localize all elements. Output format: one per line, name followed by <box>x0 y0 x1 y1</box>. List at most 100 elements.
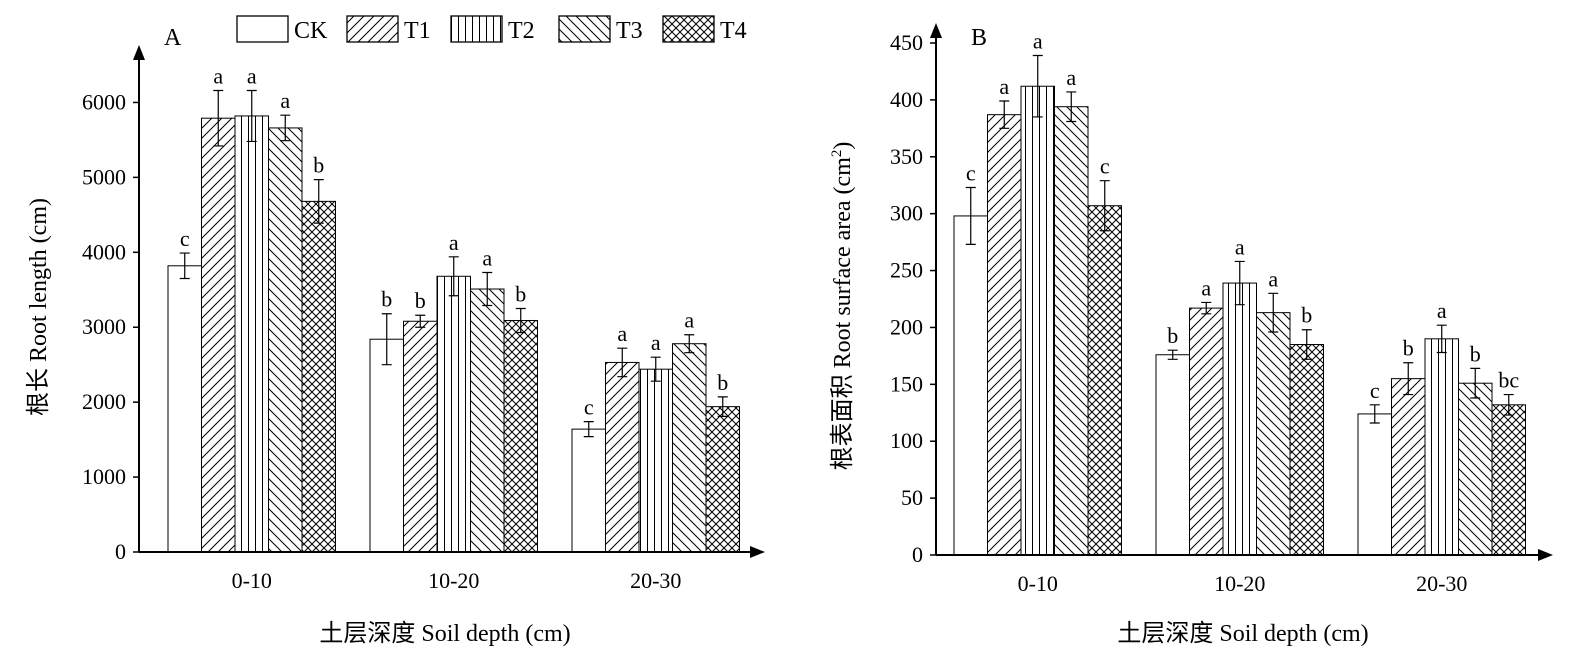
panel-b-x-axis-title: 土层深度 Soil depth (cm) <box>1117 620 1368 647</box>
panel-b-sig-letter-t1-10-20: a <box>1201 275 1211 300</box>
legend-swatch-t4 <box>662 15 715 43</box>
panel-b-y-tick-label-150: 150 <box>890 371 923 396</box>
panel-b-y-axis-title-superscript: 2 <box>829 150 845 158</box>
panel-b-bar-ck-0-10 <box>953 215 988 556</box>
panel-a-bar-ck-20-30 <box>571 428 606 553</box>
panel-b-error-bar-t2-10-20 <box>1234 260 1245 306</box>
panel-a-y-tick-label-5000: 5000 <box>82 164 126 189</box>
legend-swatch-t1 <box>346 15 399 43</box>
panel-b-x-tick-label-10-20: 10-20 <box>1214 571 1265 596</box>
panel-b-sig-letter-ck-10-20: b <box>1167 323 1178 348</box>
panel-b-y-tick-label-400: 400 <box>890 87 923 112</box>
panel-a-sig-letter-t3-20-30: a <box>684 308 694 333</box>
panel-b-sig-letter-t2-20-30: a <box>1437 298 1447 323</box>
panel-a-error-bar-ck-20-30 <box>583 421 594 438</box>
panel-b-y-axis-arrow <box>930 23 942 38</box>
panel-a-y-axis-arrow <box>133 45 145 60</box>
panel-a-bar-t1-10-20 <box>403 320 438 553</box>
panel-b-y-tick-label-450: 450 <box>890 30 923 55</box>
panel-b-sig-letter-t1-20-30: b <box>1403 336 1414 361</box>
panel-b-bar-ck-20-30 <box>1357 413 1392 556</box>
panel-b-error-bar-t2-20-30 <box>1436 324 1447 354</box>
panel-a-sig-letter-t1-0-10: a <box>213 63 223 88</box>
legend-label-t3: T3 <box>616 18 643 44</box>
panel-a-bar-t4-0-10 <box>301 200 336 553</box>
panel-a-error-bar-t4-10-20 <box>515 307 526 334</box>
panel-a-error-bar-t4-20-30 <box>717 396 728 417</box>
panel-a-bar-t2-10-20 <box>436 275 471 553</box>
panel-b-bar-t3-20-30 <box>1458 382 1493 556</box>
panel-a-error-bar-t1-20-30 <box>617 347 628 378</box>
panel-b-error-bar-t3-0-10 <box>1066 91 1077 123</box>
panel-a-sig-letter-t1-20-30: a <box>617 321 627 346</box>
panel-a-sig-letter-t1-10-20: b <box>415 288 426 313</box>
panel-a-sig-letter-t4-0-10: b <box>313 153 324 178</box>
panel-b-y-tick-label-50: 50 <box>901 485 923 510</box>
panel-b-y-tick-label-100: 100 <box>890 428 923 453</box>
panel-a-sig-letter-t3-0-10: a <box>280 88 290 113</box>
panel-a-sig-letter-t4-10-20: b <box>515 282 526 307</box>
legend-label-t2: T2 <box>508 18 535 44</box>
panel-b-x-tick-label-20-30: 20-30 <box>1416 571 1467 596</box>
panel-b-bar-t1-10-20 <box>1189 307 1224 556</box>
panel-a-error-bar-t3-10-20 <box>482 271 493 307</box>
panel-b-tag: B <box>971 25 987 51</box>
panel-b-sig-letter-t4-10-20: b <box>1301 303 1312 328</box>
panel-a-error-bar-t2-10-20 <box>448 256 459 297</box>
panel-b-bar-ck-10-20 <box>1155 354 1190 556</box>
panel-b-bar-t2-20-30 <box>1424 338 1459 556</box>
panel-b-bar-t3-10-20 <box>1256 312 1291 556</box>
panel-b-y-tick-label-200: 200 <box>890 314 923 339</box>
panel-b-sig-letter-t4-0-10: c <box>1100 154 1110 179</box>
legend-label-t1: T1 <box>404 18 431 44</box>
panel-a-sig-letter-ck-20-30: c <box>584 395 594 420</box>
panel-a-y-axis-title: 根长 Root length (cm) <box>25 198 52 416</box>
panel-b-sig-letter-t3-0-10: a <box>1066 65 1076 90</box>
panel-a-bar-t4-20-30 <box>705 406 740 553</box>
panel-b-sig-letter-ck-0-10: c <box>966 160 976 185</box>
panel-a-sig-letter-t3-10-20: a <box>482 246 492 271</box>
panel-b-bar-t4-0-10 <box>1087 205 1122 556</box>
panel-b-sig-letter-t4-20-30: bc <box>1498 368 1519 393</box>
panel-a-sig-letter-t2-20-30: a <box>651 330 661 355</box>
panel-a-error-bar-t1-0-10 <box>213 89 224 147</box>
panel-a-bar-t4-10-20 <box>503 319 538 553</box>
panel-b-error-bar-t4-0-10 <box>1099 180 1110 232</box>
panel-b-x-tick-label-0-10: 0-10 <box>1018 571 1058 596</box>
panel-b-error-bar-t3-10-20 <box>1268 292 1279 333</box>
panel-b-error-bar-ck-20-30 <box>1369 404 1380 424</box>
panel-a-sig-letter-t2-0-10: a <box>247 63 257 88</box>
panel-a-x-axis-arrow <box>750 546 765 558</box>
panel-b-bar-t4-20-30 <box>1491 404 1526 556</box>
panel-b-y-tick-label-0: 0 <box>912 542 923 567</box>
panel-a-sig-letter-t4-20-30: b <box>717 370 728 395</box>
panel-b-bar-t2-0-10 <box>1020 85 1055 556</box>
panel-b-error-bar-t1-20-30 <box>1403 362 1414 396</box>
panel-a-x-axis-title: 土层深度 Soil depth (cm) <box>319 620 570 647</box>
panel-b-sig-letter-t2-0-10: a <box>1033 29 1043 54</box>
panel-b-root-surface-area-chart: cbcaabaaaaabcbbc050100150200250300350400… <box>829 23 1553 647</box>
panel-a-bar-t3-0-10 <box>268 127 303 553</box>
panel-a-bar-t1-20-30 <box>605 361 640 553</box>
panel-b-x-axis-arrow <box>1538 549 1553 561</box>
panel-b-error-bar-t3-20-30 <box>1470 367 1481 399</box>
legend: CK T1 T2 T3 T4 <box>236 15 747 44</box>
panel-a-error-bar-t3-20-30 <box>684 334 695 354</box>
panel-a-bar-t3-20-30 <box>672 343 707 553</box>
panel-b-y-tick-label-300: 300 <box>890 201 923 226</box>
panel-a-error-bar-t1-10-20 <box>415 314 426 328</box>
panel-a-error-bar-t2-0-10 <box>246 89 257 143</box>
panel-b-sig-letter-t2-10-20: a <box>1235 234 1245 259</box>
panel-b-error-bar-ck-10-20 <box>1167 349 1178 360</box>
panel-a-error-bar-ck-0-10 <box>179 252 190 280</box>
panel-a-y-tick-label-2000: 2000 <box>82 389 126 414</box>
panel-a-x-tick-label-10-20: 10-20 <box>428 568 479 593</box>
panel-b-y-axis-title: 根表面积 Root surface area (cm2) <box>829 142 856 471</box>
panel-b-error-bar-t1-10-20 <box>1201 301 1212 315</box>
panel-a-bar-t2-0-10 <box>234 115 269 553</box>
panel-a-error-bar-t4-0-10 <box>313 179 324 224</box>
panel-a-bar-t3-10-20 <box>470 288 505 553</box>
panel-b-bar-t1-20-30 <box>1391 378 1426 556</box>
panel-b-error-bar-t4-20-30 <box>1503 393 1514 416</box>
